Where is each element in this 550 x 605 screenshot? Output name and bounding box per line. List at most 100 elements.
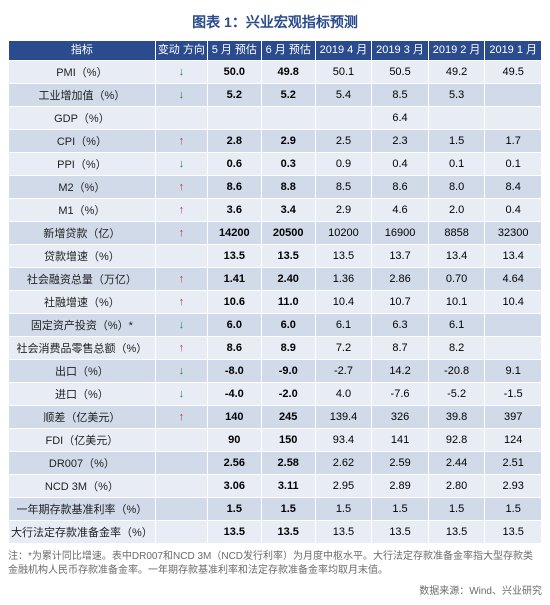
cell-direction	[155, 452, 207, 475]
cell-value	[485, 84, 542, 107]
cell-value: -1.5	[485, 383, 542, 406]
cell-value: 14.2	[372, 360, 429, 383]
cell-value: 13.5	[315, 245, 372, 268]
cell-value: 13.5	[207, 521, 261, 544]
cell-indicator: 顺差（亿美元）	[9, 406, 156, 429]
cell-indicator: 贷款增速（%）	[9, 245, 156, 268]
cell-value: 4.0	[315, 383, 372, 406]
cell-value: 139.4	[315, 406, 372, 429]
cell-value: 49.2	[428, 61, 485, 84]
cell-value: 8.7	[372, 337, 429, 360]
arrow-up-icon: ↑	[179, 135, 185, 147]
col-mar19: 2019 3 月	[372, 41, 429, 61]
cell-direction: ↑	[155, 199, 207, 222]
arrow-up-icon: ↑	[179, 181, 185, 193]
cell-value: 8.5	[315, 176, 372, 199]
cell-value: 4.6	[372, 199, 429, 222]
cell-value: 2.9	[315, 199, 372, 222]
cell-indicator: 新增贷款（亿）	[9, 222, 156, 245]
cell-value: 32300	[485, 222, 542, 245]
cell-direction	[155, 475, 207, 498]
cell-value: 8.6	[207, 176, 261, 199]
cell-value: -2.0	[261, 383, 315, 406]
table-row: 一年期存款基准利率（%）1.51.51.51.51.51.5	[9, 498, 542, 521]
cell-value: 13.5	[261, 245, 315, 268]
cell-direction: ↑	[155, 291, 207, 314]
cell-value: 124	[485, 429, 542, 452]
cell-value: 3.4	[261, 199, 315, 222]
table-row: 顺差（亿美元）↑140245139.432639.8397	[9, 406, 542, 429]
cell-value: 2.9	[261, 130, 315, 153]
cell-direction	[155, 498, 207, 521]
cell-value	[428, 107, 485, 130]
table-row: FDI（亿美元）9015093.414192.8124	[9, 429, 542, 452]
cell-indicator: PPI（%）	[9, 153, 156, 176]
table-row: GDP（%）6.4	[9, 107, 542, 130]
cell-value: 10.7	[372, 291, 429, 314]
cell-value: 93.4	[315, 429, 372, 452]
cell-value: 6.3	[372, 314, 429, 337]
cell-value	[485, 314, 542, 337]
table-row: 出口（%）↓-8.0-9.0-2.714.2-20.89.1	[9, 360, 542, 383]
cell-indicator: 固定资产投资（%）*	[9, 314, 156, 337]
cell-value: 326	[372, 406, 429, 429]
cell-value: 2.56	[207, 452, 261, 475]
arrow-down-icon: ↓	[179, 89, 185, 101]
cell-value: 1.5	[207, 498, 261, 521]
cell-value: 13.5	[207, 245, 261, 268]
arrow-down-icon: ↓	[179, 365, 185, 377]
cell-value: 1.5	[315, 498, 372, 521]
cell-indicator: NCD 3M（%）	[9, 475, 156, 498]
cell-value: 2.95	[315, 475, 372, 498]
cell-value: 10.6	[207, 291, 261, 314]
cell-value: 397	[485, 406, 542, 429]
cell-indicator: FDI（亿美元）	[9, 429, 156, 452]
cell-indicator: PMI（%）	[9, 61, 156, 84]
cell-value: 92.8	[428, 429, 485, 452]
cell-value: 6.1	[428, 314, 485, 337]
cell-value: 39.8	[428, 406, 485, 429]
cell-value: 50.0	[207, 61, 261, 84]
arrow-down-icon: ↓	[179, 158, 185, 170]
col-apr19: 2019 4 月	[315, 41, 372, 61]
table-row: 社融增速（%）↑10.611.010.410.710.110.4	[9, 291, 542, 314]
cell-value: -7.6	[372, 383, 429, 406]
cell-indicator: 社融增速（%）	[9, 291, 156, 314]
cell-value: 1.5	[428, 130, 485, 153]
cell-direction: ↓	[155, 153, 207, 176]
col-may-est: 5 月 预估	[207, 41, 261, 61]
cell-value: 2.5	[315, 130, 372, 153]
cell-value: 6.1	[315, 314, 372, 337]
cell-value: 2.0	[428, 199, 485, 222]
cell-direction: ↓	[155, 84, 207, 107]
cell-value: 2.89	[372, 475, 429, 498]
cell-value: 0.4	[485, 199, 542, 222]
table-row: DR007（%）2.562.582.622.592.442.51	[9, 452, 542, 475]
arrow-up-icon: ↑	[179, 296, 185, 308]
cell-value: 2.86	[372, 268, 429, 291]
arrow-up-icon: ↑	[179, 204, 185, 216]
cell-value: 13.5	[261, 521, 315, 544]
col-direction: 变动 方向	[155, 41, 207, 61]
cell-value: 0.4	[372, 153, 429, 176]
forecast-table: 指标 变动 方向 5 月 预估 6 月 预估 2019 4 月 2019 3 月…	[8, 40, 542, 544]
cell-direction: ↓	[155, 61, 207, 84]
cell-indicator: 出口（%）	[9, 360, 156, 383]
cell-value: 2.51	[485, 452, 542, 475]
arrow-up-icon: ↑	[179, 273, 185, 285]
table-row: PMI（%）↓50.049.850.150.549.249.5	[9, 61, 542, 84]
cell-value: -4.0	[207, 383, 261, 406]
cell-direction	[155, 107, 207, 130]
cell-value: 16900	[372, 222, 429, 245]
cell-indicator: 社会消费品零售总额（%）	[9, 337, 156, 360]
cell-value: 7.2	[315, 337, 372, 360]
cell-value: 8.4	[485, 176, 542, 199]
cell-value: -20.8	[428, 360, 485, 383]
cell-direction: ↑	[155, 337, 207, 360]
cell-value: 0.3	[261, 153, 315, 176]
data-source: 数据来源：Wind、兴业研究	[8, 582, 542, 597]
cell-value	[261, 107, 315, 130]
cell-indicator: M2（%）	[9, 176, 156, 199]
arrow-down-icon: ↓	[179, 388, 185, 400]
cell-value: 50.5	[372, 61, 429, 84]
